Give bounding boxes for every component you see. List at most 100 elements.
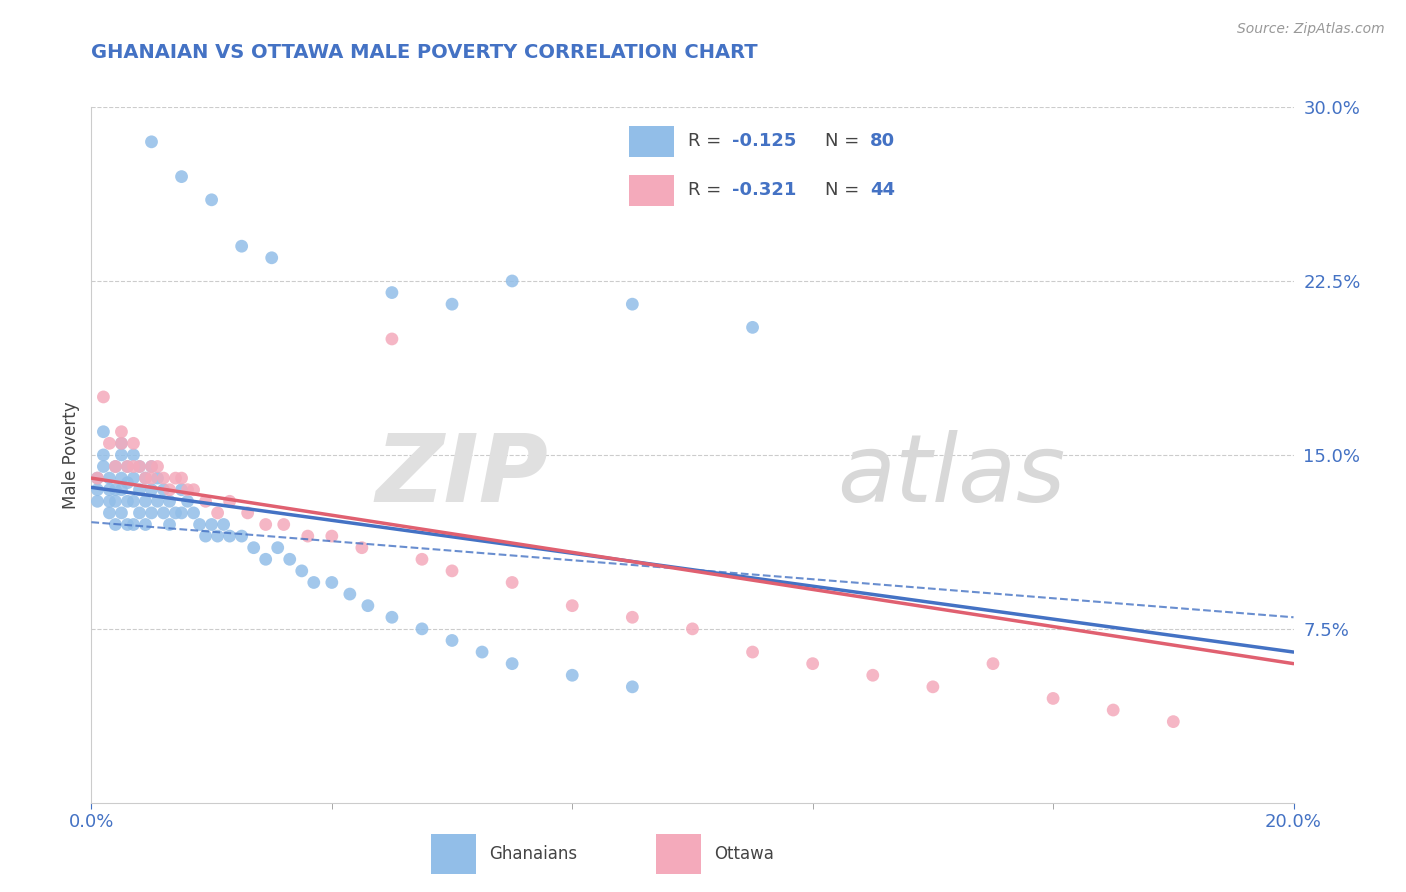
Point [1161, 714, 1184, 729]
Point [93, 448, 115, 462]
Point [411, 552, 433, 566]
Point [170, 471, 193, 485]
Point [1102, 703, 1125, 717]
Point [297, 529, 319, 543]
Point [146, 459, 169, 474]
Point [321, 529, 343, 543]
Point [110, 471, 132, 485]
Point [278, 552, 301, 566]
Point [128, 483, 150, 497]
Point [165, 471, 187, 485]
Point [440, 564, 463, 578]
Point [273, 517, 295, 532]
Point [93, 459, 115, 474]
Point [117, 459, 139, 474]
Text: -0.125: -0.125 [733, 132, 797, 150]
Bar [655, 835, 700, 874]
Point [176, 494, 198, 508]
Point [141, 483, 163, 497]
Point [201, 517, 224, 532]
Point [207, 506, 229, 520]
Point [170, 506, 193, 520]
Point [159, 517, 181, 532]
Point [183, 506, 205, 520]
Point [93, 425, 115, 439]
Point [159, 494, 181, 508]
Bar [628, 126, 673, 157]
Text: R =: R = [688, 132, 727, 150]
Point [117, 494, 139, 508]
Text: ZIP: ZIP [375, 430, 548, 522]
Point [981, 657, 1004, 671]
Point [212, 517, 235, 532]
Point [922, 680, 945, 694]
Point [122, 517, 145, 532]
Point [201, 193, 224, 207]
Point [194, 529, 217, 543]
Point [621, 680, 644, 694]
Point [146, 471, 169, 485]
Point [501, 657, 523, 671]
Text: atlas: atlas [837, 430, 1064, 521]
Text: Ghanaians: Ghanaians [489, 845, 578, 863]
Point [170, 169, 193, 184]
Point [152, 471, 174, 485]
Point [561, 599, 583, 613]
Point [471, 645, 494, 659]
Point [110, 506, 132, 520]
Point [440, 633, 463, 648]
Bar [628, 176, 673, 206]
Text: GHANAIAN VS OTTAWA MALE POVERTY CORRELATION CHART: GHANAIAN VS OTTAWA MALE POVERTY CORRELAT… [91, 44, 758, 62]
Point [339, 587, 361, 601]
Point [267, 541, 290, 555]
Point [218, 529, 240, 543]
Point [254, 517, 277, 532]
Point [141, 135, 163, 149]
Point [134, 517, 156, 532]
Point [98, 483, 121, 497]
Point [236, 506, 259, 520]
Text: Ottawa: Ottawa [714, 845, 775, 863]
Point [122, 436, 145, 450]
Point [194, 494, 217, 508]
Point [128, 459, 150, 474]
Point [141, 459, 163, 474]
Point [501, 274, 523, 288]
Point [93, 390, 115, 404]
Text: N =: N = [825, 181, 865, 199]
Point [122, 494, 145, 508]
Point [218, 494, 240, 508]
Point [621, 297, 644, 311]
Point [207, 529, 229, 543]
Point [561, 668, 583, 682]
Bar [430, 835, 475, 874]
Point [110, 436, 132, 450]
Point [122, 471, 145, 485]
Point [134, 471, 156, 485]
Point [440, 297, 463, 311]
Point [141, 459, 163, 474]
Point [117, 475, 139, 490]
Point [122, 448, 145, 462]
Point [104, 494, 127, 508]
Point [165, 506, 187, 520]
Point [86, 483, 108, 497]
Point [104, 483, 127, 497]
Point [621, 610, 644, 624]
Point [117, 517, 139, 532]
Point [98, 506, 121, 520]
Point [141, 506, 163, 520]
Point [159, 483, 181, 497]
Point [86, 471, 108, 485]
Point [231, 529, 253, 543]
Point [98, 494, 121, 508]
Point [801, 657, 824, 671]
Point [141, 471, 163, 485]
Point [321, 575, 343, 590]
Point [152, 483, 174, 497]
Point [86, 471, 108, 485]
Point [134, 471, 156, 485]
Point [152, 506, 174, 520]
Point [86, 494, 108, 508]
Text: 80: 80 [870, 132, 896, 150]
